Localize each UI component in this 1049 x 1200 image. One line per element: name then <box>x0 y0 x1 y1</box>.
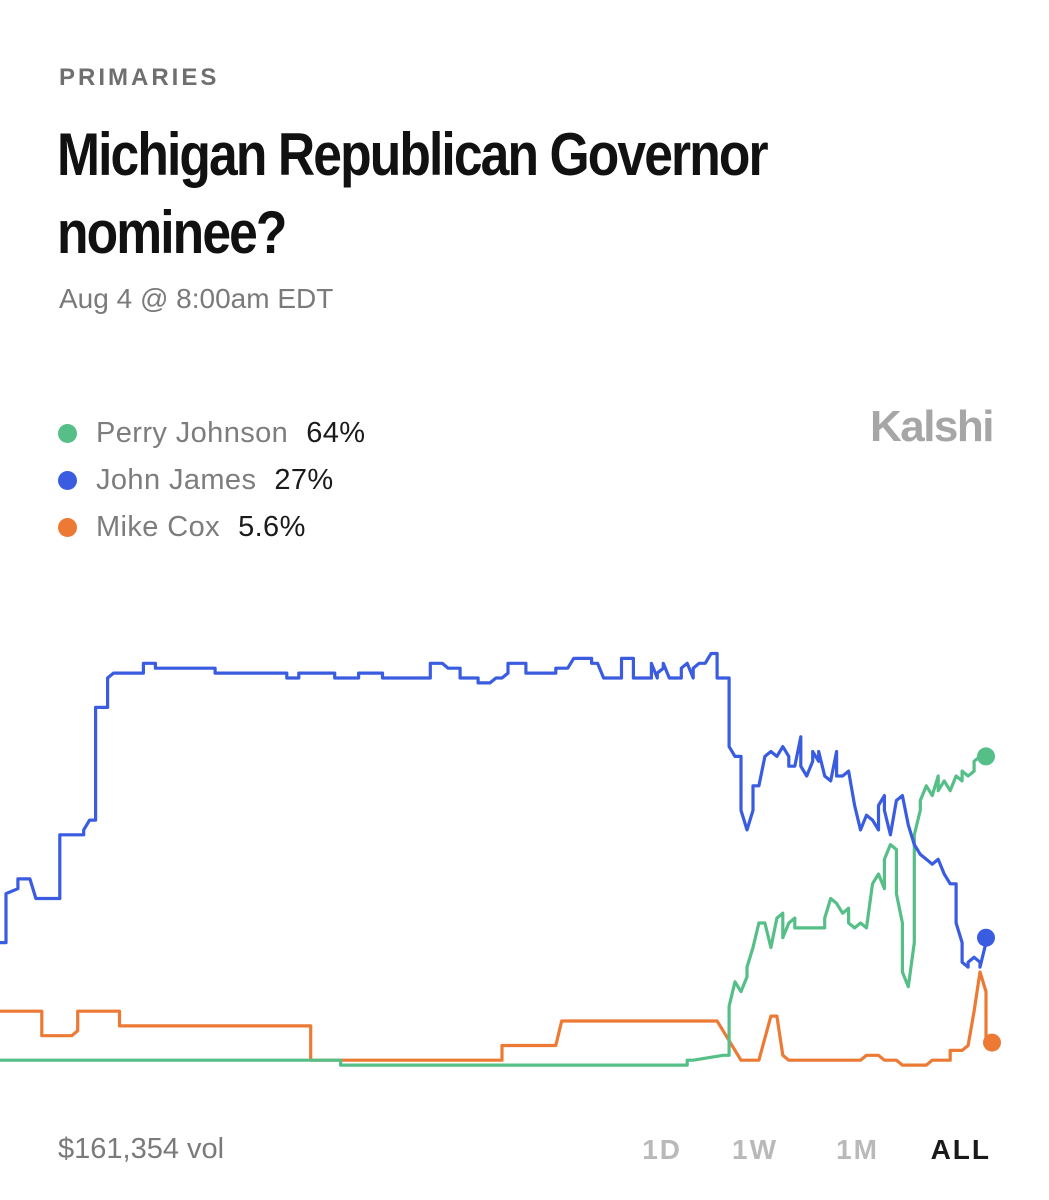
legend-dot-icon <box>58 518 77 537</box>
legend-dot-icon <box>58 424 77 443</box>
series-line-perry-johnson <box>0 754 988 1067</box>
legend-item-mike-cox: Mike Cox 5.6% <box>58 504 365 551</box>
series-line-john-james <box>0 651 988 969</box>
legend-value: 64% <box>306 417 366 449</box>
legend-name: Mike Cox <box>96 511 221 543</box>
series-line-mike-cox <box>0 970 994 1067</box>
page-title: Michigan Republican Governor nominee? <box>57 121 769 266</box>
legend-item-perry-johnson: Perry Johnson 64% <box>58 410 365 457</box>
category-label: PRIMARIES <box>59 64 220 91</box>
legend-value: 5.6% <box>238 511 306 543</box>
legend-dot-icon <box>58 471 77 490</box>
series-endpoint-perry-johnson <box>977 747 995 766</box>
legend-item-john-james: John James 27% <box>58 457 365 504</box>
legend-name: John James <box>96 464 257 496</box>
series-endpoint-mike-cox <box>983 1033 1001 1052</box>
price-chart[interactable] <box>0 570 1049 1090</box>
range-all-button[interactable]: ALL <box>930 1134 991 1165</box>
chart-legend: Perry Johnson 64% John James 27% Mike Co… <box>58 410 365 551</box>
time-range-selector: 1D 1W 1M ALL <box>638 1134 991 1166</box>
range-1d-button[interactable]: 1D <box>642 1134 682 1165</box>
legend-value: 27% <box>274 464 334 496</box>
series-endpoint-john-james <box>977 928 995 947</box>
range-1m-button[interactable]: 1M <box>836 1134 879 1165</box>
range-1w-button[interactable]: 1W <box>732 1134 778 1165</box>
legend-name: Perry Johnson <box>96 417 289 449</box>
event-date: Aug 4 @ 8:00am EDT <box>59 283 334 314</box>
volume-label: $161,354 vol <box>58 1133 225 1165</box>
kalshi-logo: Kalshi <box>869 402 995 451</box>
